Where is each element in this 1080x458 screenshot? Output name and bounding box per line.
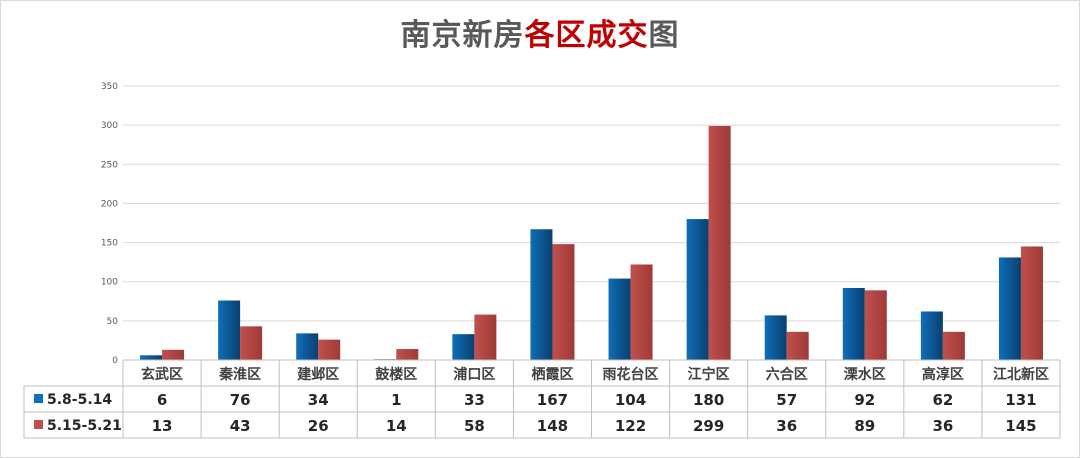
legend-label: 5.8-5.14 xyxy=(47,392,112,408)
bar-series-2 xyxy=(864,290,887,360)
table-cell-value: 13 xyxy=(152,417,173,435)
category-label: 栖霞区 xyxy=(531,366,573,383)
y-tick-label: 150 xyxy=(101,239,118,249)
category-label: 鼓楼区 xyxy=(375,366,417,383)
y-axis-ticks: 0 50 100 150 200 250 300 350 xyxy=(101,82,118,366)
bar-series-2 xyxy=(942,331,965,360)
table-cell-value: 36 xyxy=(776,417,797,435)
y-tick-label: 0 xyxy=(112,356,118,366)
table-cell-value: 43 xyxy=(230,417,251,435)
y-tick-label: 50 xyxy=(107,317,119,327)
bar-series-2 xyxy=(396,349,419,360)
table-cell-value: 167 xyxy=(537,391,568,409)
table-cell-value: 131 xyxy=(1005,391,1036,409)
table-cell-value: 1 xyxy=(391,391,401,409)
bars xyxy=(140,125,1043,360)
bar-series-1 xyxy=(764,315,787,360)
legend-swatch-series-2 xyxy=(34,420,43,429)
y-tick-label: 300 xyxy=(101,121,118,131)
category-label: 浦口区 xyxy=(453,366,495,383)
category-label: 溧水区 xyxy=(844,366,886,383)
bar-series-2 xyxy=(552,244,575,360)
table-cell-value: 104 xyxy=(615,391,646,409)
table-cell-value: 57 xyxy=(776,391,797,409)
table-cell-value: 122 xyxy=(615,417,646,435)
bar-series-1 xyxy=(842,287,865,360)
bar-series-2 xyxy=(630,264,653,360)
table-cell-value: 36 xyxy=(932,417,953,435)
chart-title: 南京新房各区成交图 xyxy=(0,10,1080,54)
category-label: 江宁区 xyxy=(688,366,730,383)
category-label: 玄武区 xyxy=(141,366,183,383)
bar-series-1 xyxy=(608,278,631,360)
bar-series-2 xyxy=(240,326,263,360)
title-part-1: 南京新房 xyxy=(400,18,525,53)
bar-series-1 xyxy=(998,257,1021,360)
bar-series-1 xyxy=(452,334,475,360)
table-cell-value: 62 xyxy=(932,391,953,409)
table-cell-value: 58 xyxy=(464,417,485,435)
table-cell-value: 6 xyxy=(157,391,167,409)
category-label: 雨花台区 xyxy=(603,366,659,383)
bar-series-2 xyxy=(474,314,497,360)
bar-series-2 xyxy=(786,331,809,360)
table-cell-value: 26 xyxy=(308,417,329,435)
data-table: 玄武区 秦淮区 建邺区 鼓楼区 浦口区 栖霞区 雨花台区 江宁区 六合区 溧水区 高淳区 江北新区 5.… xyxy=(23,359,1061,439)
title-part-3: 图 xyxy=(648,18,680,53)
bar-series-1 xyxy=(686,219,709,360)
legend-label: 5.15-5.21 xyxy=(47,418,122,434)
table-cell-value: 148 xyxy=(537,417,568,435)
table-cell-value: 299 xyxy=(693,417,724,435)
table-cell-value: 89 xyxy=(854,417,875,435)
bar-series-1 xyxy=(296,333,319,360)
category-label: 高淳区 xyxy=(922,366,964,383)
y-tick-label: 250 xyxy=(101,160,118,170)
table-cell-value: 145 xyxy=(1005,417,1036,435)
bar-series-2 xyxy=(708,125,731,360)
table-cell-value: 33 xyxy=(464,391,485,409)
y-tick-label: 200 xyxy=(101,199,118,209)
category-label: 江北新区 xyxy=(993,366,1049,383)
bar-series-1 xyxy=(218,300,241,360)
bar-series-1 xyxy=(530,229,553,360)
category-label: 秦淮区 xyxy=(218,366,261,383)
legend-swatch-series-1 xyxy=(34,394,43,403)
category-label: 建邺区 xyxy=(297,366,339,383)
y-tick-label: 350 xyxy=(101,82,118,92)
bar-series-2 xyxy=(1020,246,1043,360)
title-part-highlight: 各区成交 xyxy=(524,18,649,53)
category-label: 六合区 xyxy=(766,366,808,383)
bar-series-1 xyxy=(140,355,163,360)
bar-series-2 xyxy=(318,339,341,360)
y-tick-label: 100 xyxy=(101,278,118,288)
table-cell-value: 76 xyxy=(230,391,251,409)
bar-series-2 xyxy=(162,349,185,360)
table-cell-value: 34 xyxy=(308,391,329,409)
bar-series-1 xyxy=(920,311,943,360)
table-cell-value: 180 xyxy=(693,391,724,409)
gridlines xyxy=(123,85,1060,322)
table-cell-value: 92 xyxy=(854,391,875,409)
table-cell-value: 14 xyxy=(386,417,407,435)
